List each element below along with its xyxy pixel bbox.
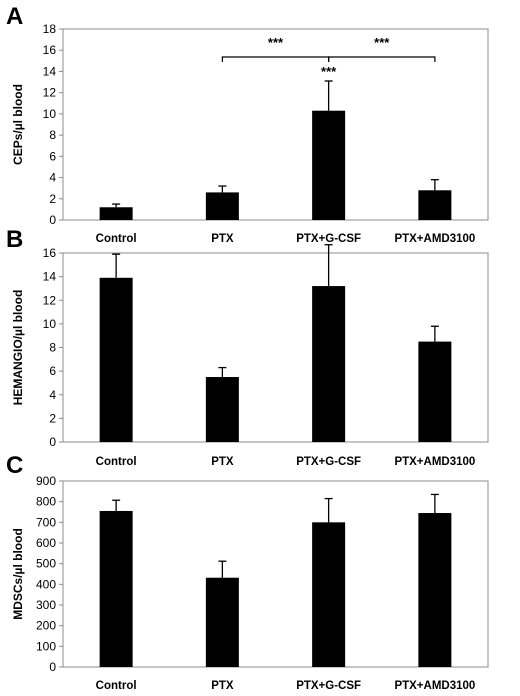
- y-tick-label: 700: [36, 515, 56, 529]
- bar: [418, 341, 452, 442]
- plot-area: [62, 28, 489, 221]
- y-tick-label: 16: [43, 43, 57, 57]
- y-tick-label: 14: [43, 270, 57, 284]
- y-tick-label: 12: [43, 86, 57, 100]
- y-tick-label: 500: [36, 557, 56, 571]
- category-label: PTX+AMD3100: [394, 233, 475, 245]
- y-tick-label: 18: [43, 22, 57, 36]
- bar: [418, 513, 452, 667]
- y-axis-label: CEPs/µl blood: [11, 84, 25, 165]
- category-label: PTX+G-CSF: [296, 456, 361, 468]
- y-tick-label: 0: [49, 660, 56, 674]
- category-label: Control: [96, 233, 137, 245]
- y-tick-label: 16: [43, 246, 57, 260]
- significance-label: ***: [374, 35, 390, 50]
- category-label: PTX+G-CSF: [296, 680, 361, 692]
- y-tick-label: 4: [49, 171, 56, 185]
- bar: [312, 522, 346, 667]
- category-label: PTX+AMD3100: [394, 456, 475, 468]
- y-axis-label: MDSCs/µl blood: [11, 528, 25, 620]
- bar: [99, 207, 133, 220]
- bar: [205, 377, 239, 442]
- category-label: Control: [96, 456, 137, 468]
- y-tick-label: 900: [36, 474, 56, 488]
- category-label: PTX: [211, 680, 234, 692]
- bar: [312, 286, 346, 442]
- panel-letter: B: [6, 226, 23, 253]
- panel-letter: C: [6, 452, 23, 479]
- bar: [205, 192, 239, 220]
- category-label: PTX: [211, 456, 234, 468]
- y-tick-label: 300: [36, 598, 56, 612]
- category-label: Control: [96, 680, 137, 692]
- chart-panel-c: C 0 100 200 300 400 500 600 700 800 900 MDSCs/µl bl…: [6, 452, 489, 692]
- y-tick-label: 10: [43, 317, 57, 331]
- y-tick-label: 6: [49, 149, 56, 163]
- category-label: PTX+AMD3100: [394, 680, 475, 692]
- category-label: PTX+G-CSF: [296, 233, 361, 245]
- y-tick-label: 12: [43, 293, 57, 307]
- y-tick-label: 2: [49, 192, 56, 206]
- y-tick-label: 0: [49, 435, 56, 449]
- chart-panel-b: B 0 2 4 6 8 10 12 14 16 HEMANGIO/µl blood Control PT…: [6, 226, 489, 468]
- y-tick-label: 2: [49, 411, 56, 425]
- bar: [205, 577, 239, 667]
- y-tick-label: 14: [43, 64, 57, 78]
- bar: [99, 277, 133, 442]
- chart-panel-a: A 0 2 4 6 8 10 12 14 16 18 CEPs/µl blood Control PTX P…: [6, 3, 489, 245]
- significance-bracket: [328, 56, 436, 62]
- category-label: PTX: [211, 233, 234, 245]
- y-axis-label: HEMANGIO/µl blood: [11, 290, 25, 406]
- bar: [312, 110, 346, 220]
- y-tick-label: 100: [36, 639, 56, 653]
- significance-label: ***: [268, 35, 284, 50]
- y-tick-label: 200: [36, 619, 56, 633]
- y-tick-label: 6: [49, 364, 56, 378]
- plot-area: [62, 480, 489, 668]
- y-tick-label: 800: [36, 495, 56, 509]
- bar: [99, 510, 133, 667]
- y-tick-label: 10: [43, 107, 57, 121]
- significance-label: ***: [321, 64, 337, 79]
- y-tick-label: 400: [36, 577, 56, 591]
- y-tick-label: 8: [49, 128, 56, 142]
- y-tick-label: 0: [49, 213, 56, 227]
- bar: [418, 190, 452, 220]
- y-tick-label: 8: [49, 341, 56, 355]
- panel-letter: A: [6, 3, 23, 30]
- significance-bracket: [221, 56, 330, 62]
- y-tick-label: 4: [49, 388, 56, 402]
- y-tick-label: 600: [36, 536, 56, 550]
